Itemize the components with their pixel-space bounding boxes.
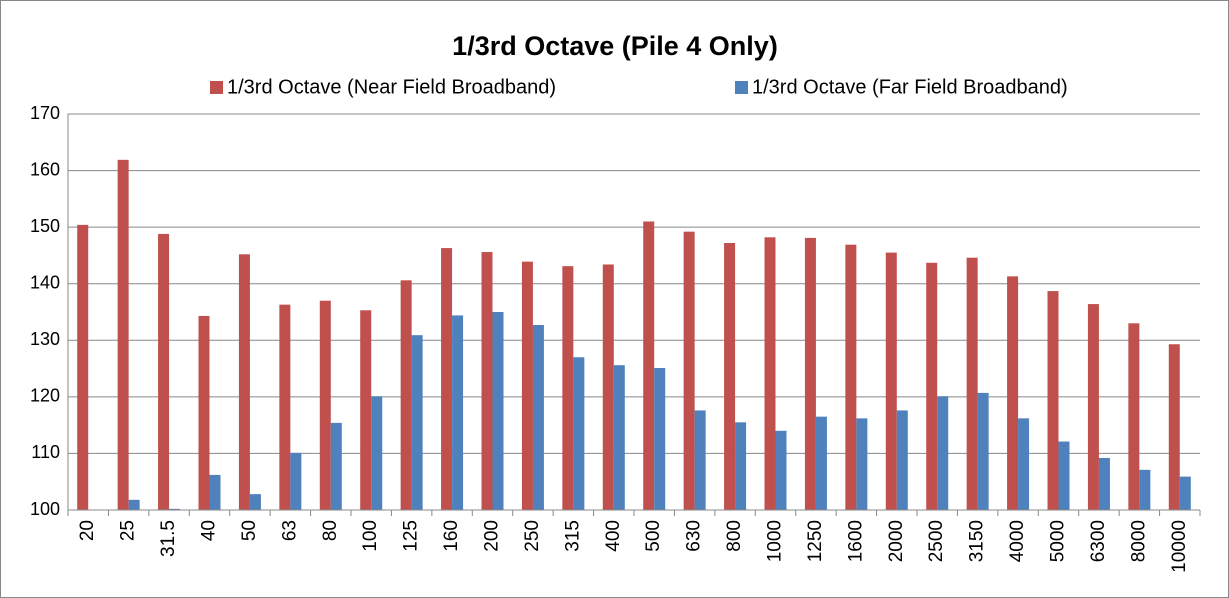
bar	[360, 310, 372, 510]
bar	[926, 262, 938, 510]
x-tick-label: 800	[724, 520, 745, 552]
bar	[613, 365, 625, 510]
bar	[654, 368, 666, 510]
y-tick-label: 170	[30, 103, 60, 123]
bar	[481, 252, 493, 510]
bar	[198, 315, 210, 510]
y-tick-label: 100	[30, 499, 60, 519]
bar	[977, 392, 989, 510]
x-tick-label: 8000	[1128, 520, 1149, 562]
bar	[441, 248, 453, 510]
x-tick-label: 63	[279, 520, 300, 541]
x-tick-label: 1250	[805, 520, 826, 562]
bar	[290, 452, 302, 510]
x-tick-label: 3150	[967, 520, 988, 562]
bar	[1087, 304, 1099, 510]
bar	[411, 335, 423, 510]
x-tick-label: 40	[199, 520, 220, 541]
bar	[117, 159, 129, 510]
bar	[1047, 291, 1059, 510]
x-tick-label: 50	[239, 520, 260, 541]
y-tick-label: 160	[30, 159, 60, 179]
bar	[1007, 276, 1019, 510]
bar	[775, 430, 787, 510]
y-tick-label: 140	[30, 272, 60, 292]
legend-swatch	[210, 81, 223, 94]
bar	[521, 261, 533, 510]
y-tick-label: 150	[30, 216, 60, 236]
bar	[158, 233, 170, 510]
bar	[279, 304, 291, 510]
bar	[856, 418, 868, 510]
x-tick-label: 250	[522, 520, 543, 552]
x-tick-label: 315	[562, 520, 583, 552]
x-tick-label: 125	[401, 520, 422, 552]
bar	[1098, 457, 1110, 510]
bar	[1179, 476, 1191, 510]
bar	[330, 422, 342, 510]
bar	[764, 237, 776, 510]
x-tick-label: 200	[482, 520, 503, 552]
x-tick-label: 1000	[765, 520, 786, 562]
bar	[77, 224, 89, 510]
bar	[400, 280, 412, 510]
bar	[1168, 344, 1180, 510]
x-tick-label: 6300	[1088, 520, 1109, 562]
bar	[885, 252, 897, 510]
x-tick-label: 630	[684, 520, 705, 552]
x-tick-label: 20	[77, 520, 98, 541]
bar	[249, 494, 261, 510]
bar	[1128, 323, 1140, 510]
x-tick-label: 2500	[926, 520, 947, 562]
x-tick-label: 2000	[886, 520, 907, 562]
bar	[128, 499, 140, 510]
legend-label: 1/3rd Octave (Far Field Broadband)	[752, 76, 1068, 98]
x-tick-label: 1600	[845, 520, 866, 562]
x-tick-label: 31.5	[158, 520, 179, 557]
bar	[1058, 441, 1070, 510]
bar	[724, 242, 736, 511]
chart-title: 1/3rd Octave (Pile 4 Only)	[452, 31, 778, 61]
x-tick-label: 10000	[1169, 520, 1190, 573]
bar	[937, 396, 949, 510]
bar	[532, 325, 544, 510]
y-tick-label: 110	[31, 442, 60, 462]
bar	[804, 237, 816, 511]
x-tick-label: 5000	[1048, 520, 1069, 562]
legend-swatch	[735, 81, 748, 94]
bar	[562, 266, 574, 510]
bar	[643, 221, 655, 510]
bar	[371, 396, 383, 510]
bar	[966, 257, 978, 510]
bar	[492, 312, 504, 510]
bar	[896, 410, 908, 510]
y-tick-label: 130	[30, 329, 60, 349]
bar	[1139, 469, 1151, 510]
x-tick-label: 100	[360, 520, 381, 552]
x-tick-label: 25	[118, 520, 139, 541]
bar	[169, 508, 181, 510]
x-tick-label: 4000	[1007, 520, 1028, 562]
legend-label: 1/3rd Octave (Near Field Broadband)	[227, 76, 556, 98]
bar	[238, 254, 250, 510]
bar	[694, 410, 706, 510]
x-tick-label: 80	[320, 520, 341, 541]
bar	[602, 264, 614, 510]
x-tick-label: 400	[603, 520, 624, 552]
y-tick-label: 120	[30, 386, 60, 406]
bar	[1018, 418, 1030, 510]
bar	[845, 244, 857, 510]
bar	[209, 474, 221, 510]
bar	[573, 357, 585, 510]
bar	[452, 315, 464, 510]
bar	[735, 422, 747, 510]
x-tick-label: 500	[643, 520, 664, 552]
bar	[683, 231, 695, 510]
bar	[319, 300, 331, 510]
bar	[815, 416, 827, 510]
x-tick-label: 160	[441, 520, 462, 552]
